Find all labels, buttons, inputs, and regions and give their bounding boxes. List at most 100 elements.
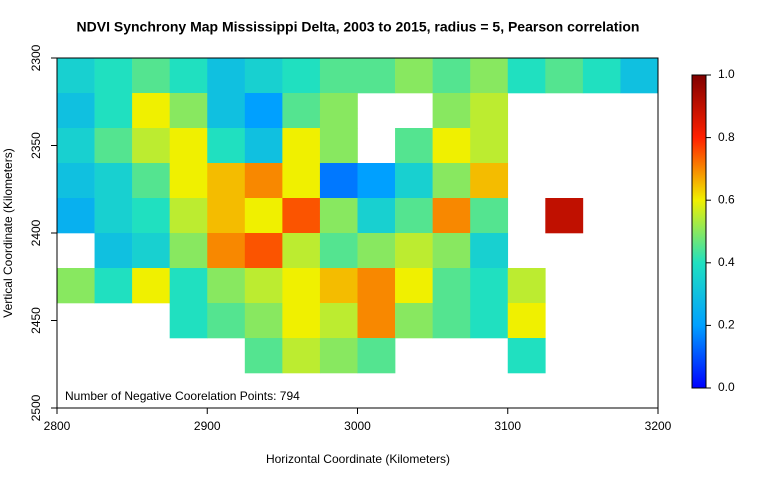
cell (432, 198, 471, 234)
cell (57, 58, 95, 94)
cell (470, 93, 509, 129)
cell (319, 198, 358, 234)
cell (470, 268, 509, 304)
cell (282, 268, 321, 304)
cell (357, 303, 396, 339)
cell (132, 233, 170, 269)
cell (57, 163, 95, 199)
cell (357, 268, 396, 304)
cell (207, 233, 246, 269)
annotation: Number of Negative Coorelation Points: 7… (65, 389, 300, 403)
cell (395, 303, 433, 339)
cell (507, 268, 546, 304)
cell (470, 163, 509, 199)
cell (207, 163, 246, 199)
x-tick-label: 3000 (344, 419, 371, 433)
y-tick-label: 2350 (29, 132, 43, 159)
cell (507, 338, 546, 374)
y-tick-label: 2400 (29, 219, 43, 246)
cell (470, 198, 509, 234)
cell (319, 163, 358, 199)
cell (432, 268, 471, 304)
cell (582, 58, 621, 94)
cell (432, 233, 471, 269)
cell (244, 128, 283, 164)
colorbar-tick-label: 1.0 (718, 67, 735, 81)
x-tick-label: 2800 (44, 419, 71, 433)
cell (57, 128, 95, 164)
cell (470, 58, 509, 94)
colorbar-tick-label: 0.2 (718, 318, 735, 332)
cell (207, 198, 246, 234)
cell (545, 198, 584, 234)
chart-title: NDVI Synchrony Map Mississippi Delta, 20… (77, 19, 640, 35)
cell (432, 128, 471, 164)
cell (244, 198, 283, 234)
x-axis-label: Horizontal Coordinate (Kilometers) (266, 452, 450, 466)
cell (57, 198, 95, 234)
colorbar-tick-label: 0.8 (718, 130, 735, 144)
cell (470, 303, 509, 339)
cell (470, 128, 509, 164)
cell (282, 338, 321, 374)
cell (395, 163, 433, 199)
cell (207, 268, 246, 304)
cell (620, 58, 659, 94)
cell (132, 58, 170, 94)
cell (357, 338, 396, 374)
cell (357, 198, 396, 234)
cell (319, 93, 358, 129)
cell (244, 233, 283, 269)
cell (282, 198, 321, 234)
colorbar-tick-label: 0.4 (718, 255, 735, 269)
cell (94, 163, 133, 199)
cell (319, 338, 358, 374)
cell (94, 58, 133, 94)
colorbar-tick-label: 0.6 (718, 192, 735, 206)
cell (244, 58, 283, 94)
cell (395, 58, 433, 94)
cell (132, 93, 170, 129)
cell (357, 233, 396, 269)
cell (319, 128, 358, 164)
x-tick-label: 3200 (645, 419, 672, 433)
y-tick-label: 2500 (29, 394, 43, 421)
cell (319, 268, 358, 304)
cell (395, 198, 433, 234)
cell (207, 128, 246, 164)
cell (244, 93, 283, 129)
cell (169, 93, 208, 129)
cell (57, 268, 95, 304)
x-tick-label: 2900 (194, 419, 221, 433)
cell (169, 128, 208, 164)
cell (94, 233, 133, 269)
cell (169, 198, 208, 234)
cell (395, 268, 433, 304)
y-tick-label: 2450 (29, 307, 43, 334)
cell (282, 303, 321, 339)
cell (244, 268, 283, 304)
cell (169, 233, 208, 269)
cell (94, 198, 133, 234)
cell (132, 128, 170, 164)
cell (207, 93, 246, 129)
colorbar (691, 74, 707, 389)
cell (57, 93, 95, 129)
cell (132, 268, 170, 304)
cell (282, 128, 321, 164)
cell (432, 58, 471, 94)
cell (207, 58, 246, 94)
y-tick-label: 2300 (29, 44, 43, 71)
cell (132, 163, 170, 199)
cell (282, 58, 321, 94)
cell (507, 303, 546, 339)
y-axis-label: Vertical Coordinate (Kilometers) (1, 148, 15, 317)
cell (169, 58, 208, 94)
cell (545, 58, 584, 94)
cell (132, 198, 170, 234)
cell (244, 338, 283, 374)
cell (207, 303, 246, 339)
cell (94, 268, 133, 304)
cell (432, 93, 471, 129)
cell (94, 93, 133, 129)
